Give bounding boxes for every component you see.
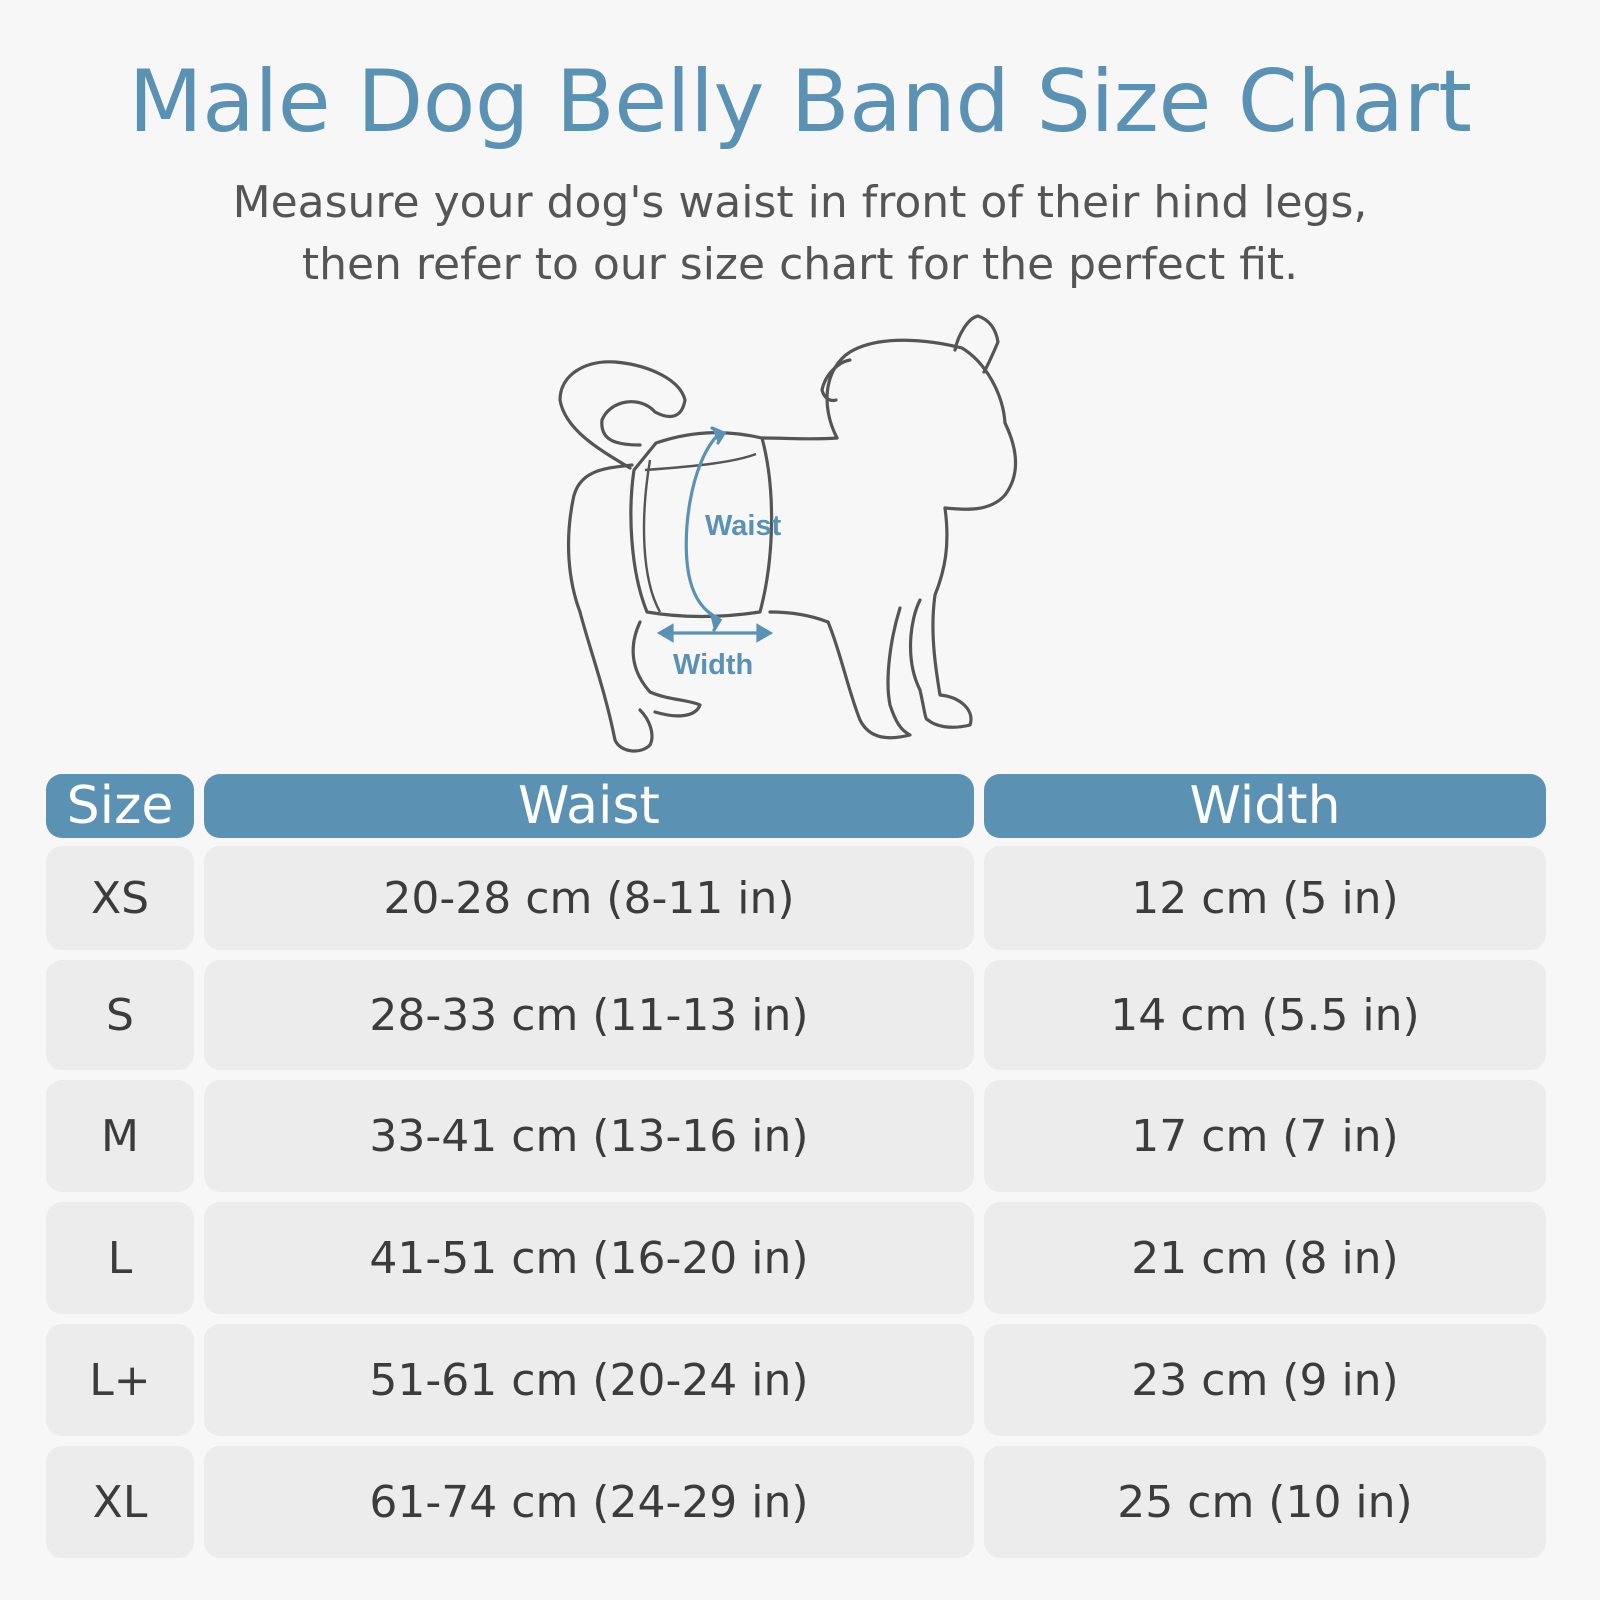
- width-measure: [656, 623, 774, 643]
- waist-measure: [684, 426, 727, 632]
- dog-chest-front-leg: [926, 506, 973, 729]
- row-lplus-width: 23 cm (9 in): [984, 1324, 1546, 1436]
- subtitle-line-2: then refer to our size chart for the per…: [301, 239, 1299, 290]
- belly-band: [629, 431, 774, 619]
- row-s-size: S: [46, 960, 194, 1070]
- dog-rear: [566, 463, 634, 614]
- dog-head: [825, 338, 1018, 511]
- row-m-waist: 33-41 cm (13-16 in): [204, 1080, 974, 1192]
- dog-tail: [558, 360, 687, 470]
- waist-measure-label: Waist: [705, 510, 782, 542]
- row-xl-width: 25 cm (10 in): [984, 1446, 1546, 1558]
- belly-band-body: [629, 431, 774, 619]
- header-waist: Waist: [204, 774, 974, 838]
- row-m-width: 17 cm (7 in): [984, 1080, 1546, 1192]
- row-m-size: M: [46, 1080, 194, 1192]
- subtitle-line-1: Measure your dog's waist in front of the…: [232, 177, 1368, 228]
- dog-outline: [558, 314, 1018, 753]
- dog-inner-front-leg: [909, 598, 930, 722]
- row-lplus-size: L+: [46, 1324, 194, 1436]
- dog-back: [758, 436, 839, 441]
- waist-arrow-top: [710, 426, 727, 445]
- waist-arrow-bottom: [708, 612, 723, 632]
- belly-band-edge: [642, 459, 662, 613]
- page-title: Male Dog Belly Band Size Chart: [128, 52, 1472, 152]
- belly-band-stitch: [644, 452, 757, 472]
- width-arrow-left: [656, 623, 674, 643]
- row-s-waist: 28-33 cm (11-13 in): [204, 960, 974, 1070]
- dog-belly: [768, 610, 830, 624]
- row-l-waist: 41-51 cm (16-20 in): [204, 1202, 974, 1314]
- row-l-size: L: [46, 1202, 194, 1314]
- page-subtitle: Measure your dog's waist in front of the…: [0, 172, 1600, 296]
- width-measure-label: Width: [673, 649, 753, 681]
- dog-hind-leg: [631, 620, 702, 718]
- row-s-width: 14 cm (5.5 in): [984, 960, 1546, 1070]
- row-xs-waist: 20-28 cm (8-11 in): [204, 846, 974, 950]
- header-width: Width: [984, 774, 1546, 838]
- dog-ear-left: [820, 358, 852, 403]
- dog-outer-front-leg: [826, 606, 912, 740]
- row-xl-waist: 61-74 cm (24-29 in): [204, 1446, 974, 1558]
- row-l-width: 21 cm (8 in): [984, 1202, 1546, 1314]
- row-xs-size: XS: [46, 846, 194, 950]
- row-xl-size: XL: [46, 1446, 194, 1558]
- row-lplus-waist: 51-61 cm (20-24 in): [204, 1324, 974, 1436]
- dog-ear-right: [953, 314, 1000, 374]
- dog-measurement-illustration: Waist Width: [558, 314, 1018, 753]
- width-arrow-right: [756, 623, 774, 643]
- header-size: Size: [46, 774, 194, 838]
- waist-arc: [684, 431, 722, 620]
- dog-hind-leg-back: [578, 610, 654, 753]
- row-xs-width: 12 cm (5 in): [984, 846, 1546, 950]
